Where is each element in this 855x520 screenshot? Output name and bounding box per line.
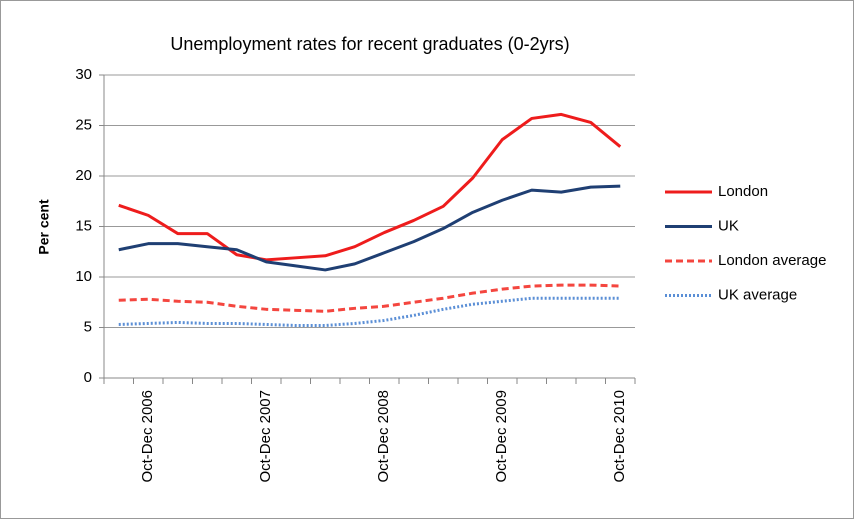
legend-label: UK average xyxy=(718,286,797,303)
line-series xyxy=(118,112,622,262)
x-tick-label: Oct-Dec 2007 xyxy=(257,390,274,483)
x-tick-label: Oct-Dec 2006 xyxy=(139,390,156,483)
chart-title: Unemployment rates for recent graduates … xyxy=(170,34,569,54)
x-tick-label: Oct-Dec 2010 xyxy=(611,390,628,483)
y-tick-label: 20 xyxy=(75,167,92,184)
legend-label: UK xyxy=(718,217,739,234)
x-tick-label: Oct-Dec 2009 xyxy=(493,390,510,483)
x-tick-label: Oct-Dec 2008 xyxy=(375,390,392,483)
y-tick-label: 5 xyxy=(84,318,92,335)
legend-label: London xyxy=(718,183,768,200)
line-series xyxy=(118,296,621,327)
y-tick-label: 0 xyxy=(84,369,92,386)
legend-label: London average xyxy=(718,252,826,269)
y-axis-label: Per cent xyxy=(36,199,52,255)
line-series xyxy=(118,283,621,313)
y-tick-label: 30 xyxy=(75,66,92,83)
y-tick-label: 25 xyxy=(75,116,92,133)
y-tick-label: 10 xyxy=(75,268,92,285)
y-tick-label: 15 xyxy=(75,217,92,234)
line-series xyxy=(118,184,621,272)
